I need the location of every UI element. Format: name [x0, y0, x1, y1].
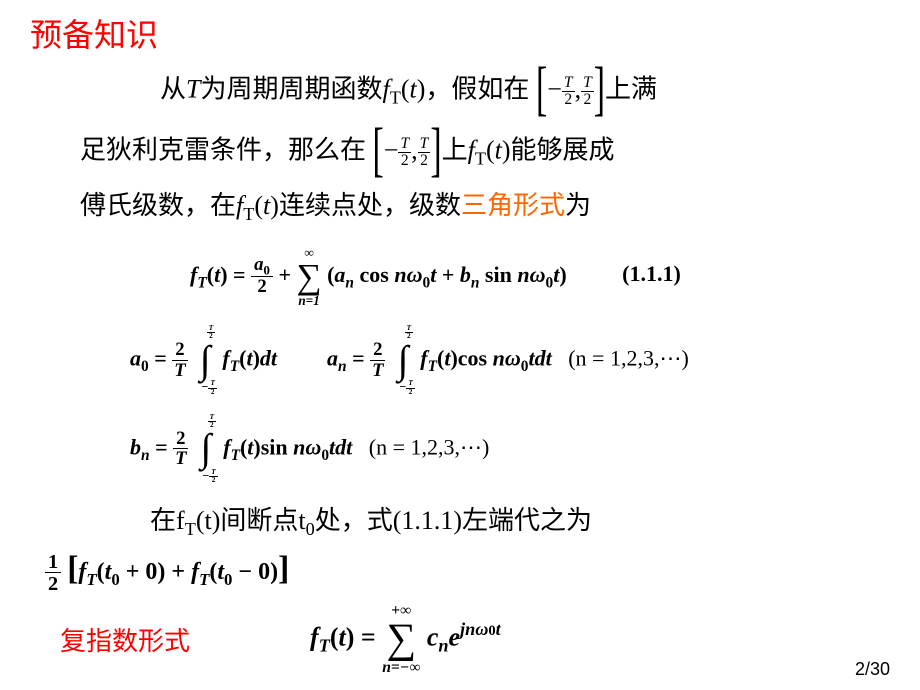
complex-form-label: 复指数形式 [60, 621, 190, 658]
average-formula: 12 [fT(t0 + 0) + fT(t0 − 0)] [45, 550, 890, 595]
an-formula: an = 2T T2∫−T2 fT(t)cos nω0tdt (n = 1,2,… [327, 325, 689, 396]
complex-formula: fT(t) = +∞∑n=−∞ cnejnω0t [310, 603, 501, 676]
page-number: 2/30 [855, 659, 890, 680]
paragraph-4: 在fT(t)间断点t0处，式(1.1.1)左端代之为 [150, 500, 890, 540]
coeff-row: a0 = 2T T2∫−T2 fT(t)dt an = 2T T2∫−T2 fT… [130, 317, 890, 404]
bn-formula: bn = 2T T2∫−T2 fT(t)sin nω0tdt (n = 1,2,… [130, 414, 890, 485]
slide-container: 预备知识 从T为周期周期函数fT(t)，假如在 [−T2,T2]上满 足狄利克雷… [0, 0, 920, 690]
highlight-trig: 三角形式 [461, 191, 565, 220]
complex-row: 复指数形式 fT(t) = +∞∑n=−∞ cnejnω0t [30, 603, 890, 676]
paragraph-1: 从T为周期周期函数fT(t)，假如在 [−T2,T2]上满 足狄利克雷条件，那么… [80, 61, 860, 231]
equation-1-1-1: fT(t) = a02 + ∞∑n=1 (an cos nω0t + bn si… [190, 246, 890, 308]
eq-label: (1.1.1) [622, 261, 681, 286]
a0-formula: a0 = 2T T2∫−T2 fT(t)dt [130, 325, 277, 396]
slide-title: 预备知识 [30, 10, 890, 56]
